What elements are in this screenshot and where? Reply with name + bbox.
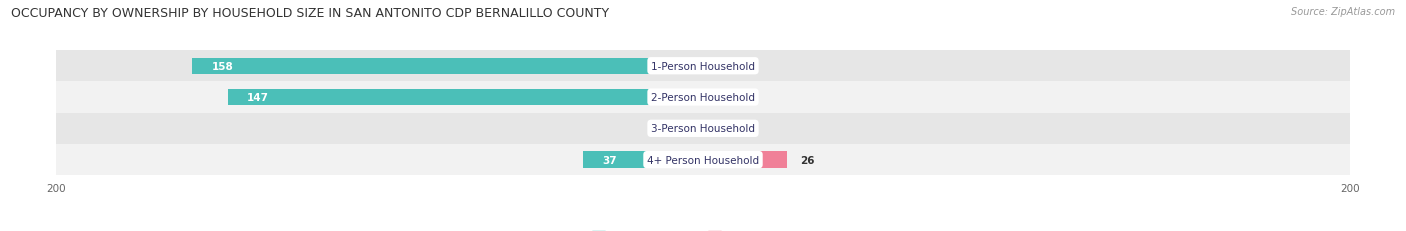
Text: 158: 158 [211, 61, 233, 71]
Text: 1-Person Household: 1-Person Household [651, 61, 755, 71]
Bar [56, 144, 1350, 176]
Text: 3-Person Household: 3-Person Household [651, 124, 755, 134]
Legend: Owner-occupied, Renter-occupied: Owner-occupied, Renter-occupied [588, 226, 818, 231]
Text: 2-Person Household: 2-Person Household [651, 93, 755, 103]
Text: 4+ Person Household: 4+ Person Household [647, 155, 759, 165]
Bar [56, 51, 1350, 82]
Bar [583, 152, 703, 168]
Bar [56, 113, 1350, 144]
Text: Source: ZipAtlas.com: Source: ZipAtlas.com [1291, 7, 1395, 17]
Text: 26: 26 [800, 155, 814, 165]
Text: 0: 0 [716, 61, 723, 71]
Text: 37: 37 [603, 155, 617, 165]
Bar [703, 89, 733, 106]
Text: 147: 147 [247, 93, 269, 103]
Text: 9: 9 [745, 93, 752, 103]
Text: 0: 0 [683, 124, 690, 134]
Bar [228, 89, 703, 106]
Text: OCCUPANCY BY OWNERSHIP BY HOUSEHOLD SIZE IN SAN ANTONITO CDP BERNALILLO COUNTY: OCCUPANCY BY OWNERSHIP BY HOUSEHOLD SIZE… [11, 7, 609, 20]
Bar [56, 82, 1350, 113]
Text: 0: 0 [716, 124, 723, 134]
Bar [193, 58, 703, 75]
Bar [703, 152, 787, 168]
